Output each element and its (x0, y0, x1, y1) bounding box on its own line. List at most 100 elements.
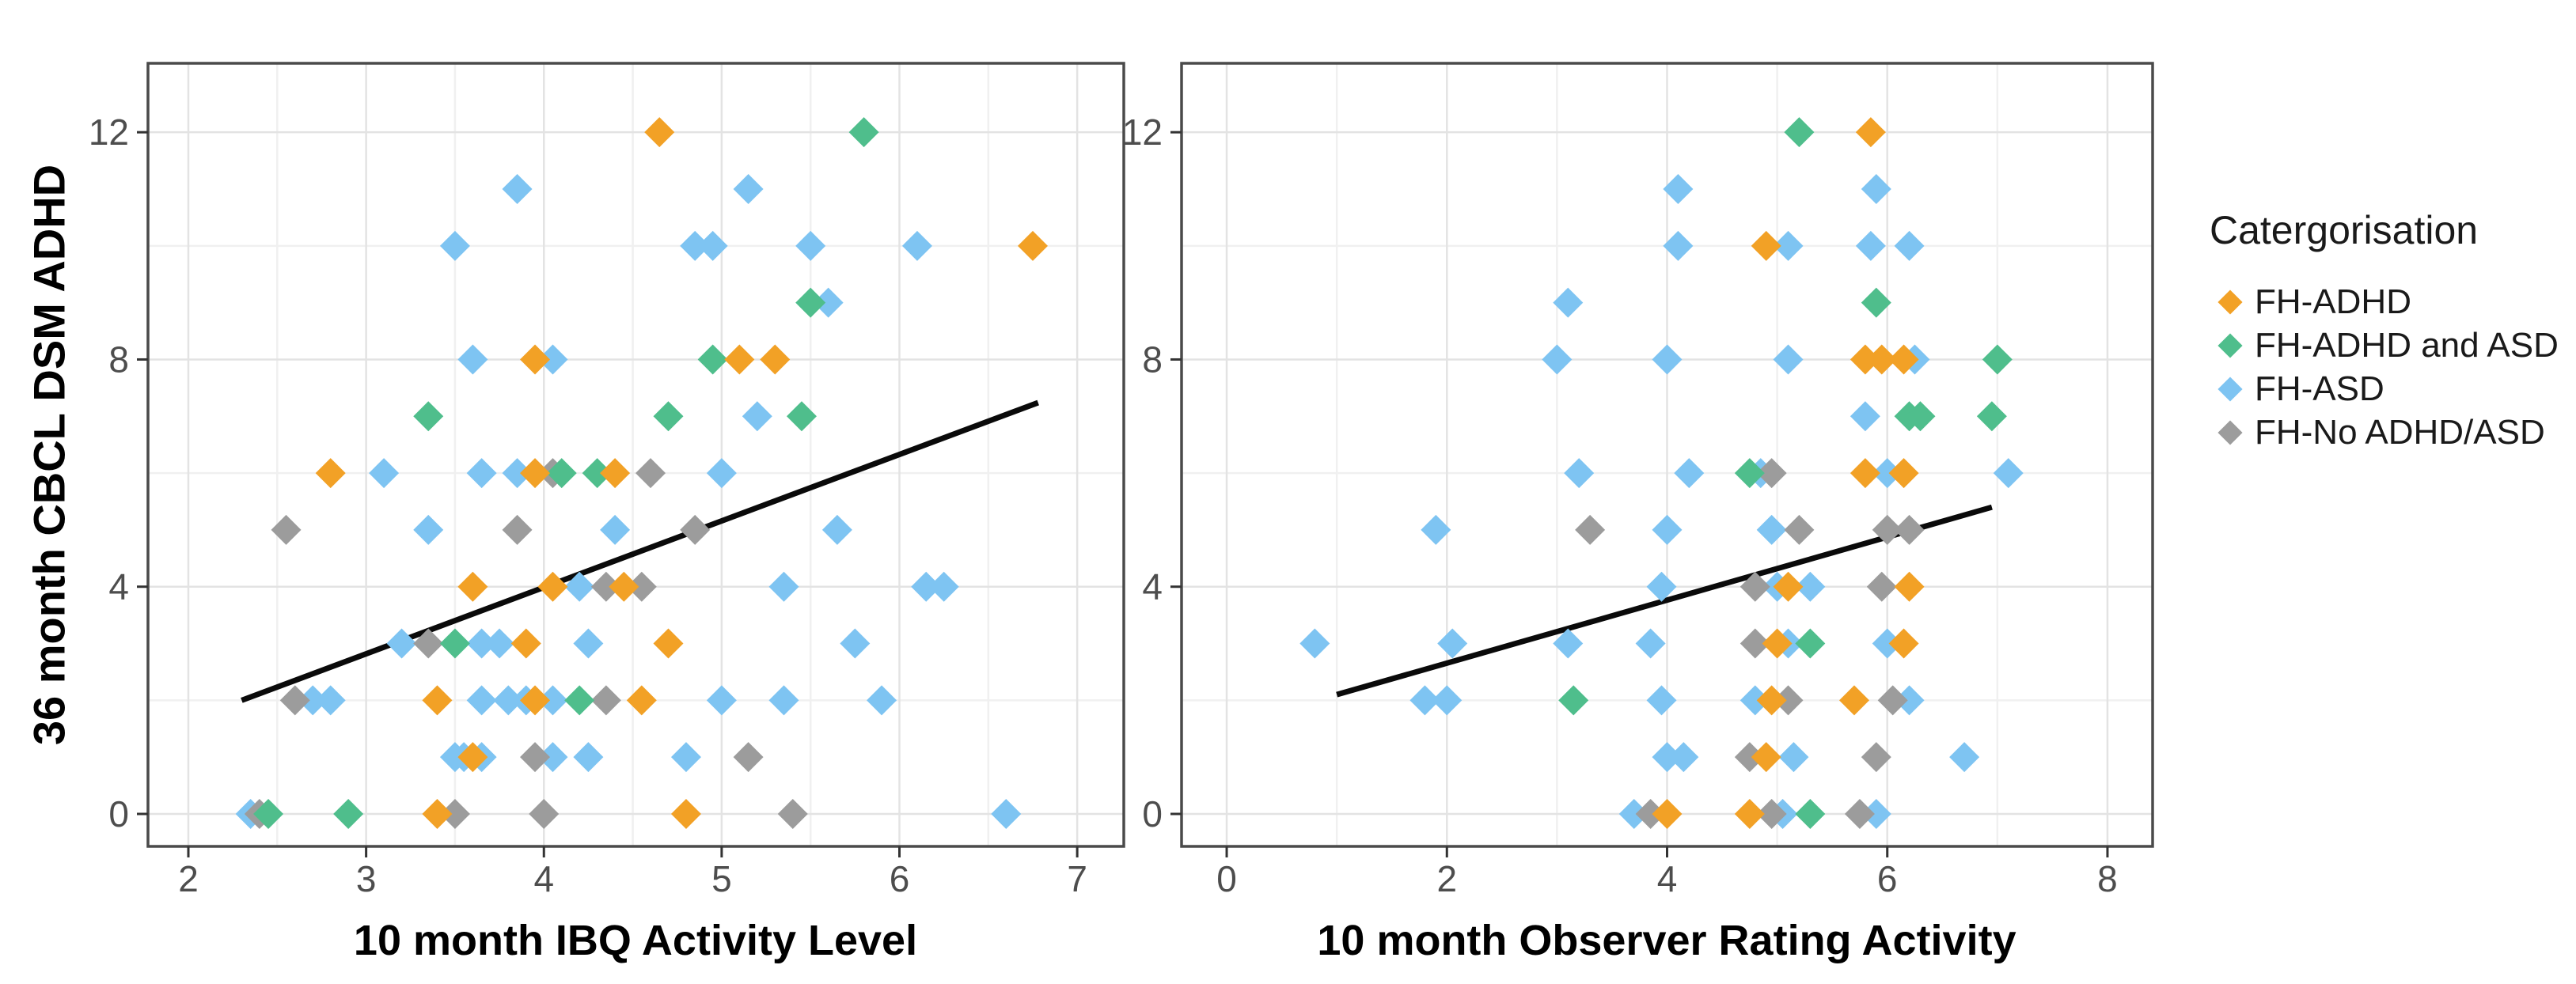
data-point (510, 628, 541, 659)
x-tick-label: 8 (2097, 858, 2118, 899)
data-point (1866, 344, 1897, 375)
legend-item-label: FH-ADHD (2255, 282, 2411, 321)
diamond-marker-icon (2217, 289, 2243, 315)
data-point (1849, 458, 1880, 489)
data-point (493, 685, 524, 716)
data-point (911, 571, 942, 602)
y-tick-label: 4 (1142, 566, 1163, 607)
legend: Catergorisation FH-ADHD FH-ADHD and ASD FH… (2210, 207, 2574, 454)
data-point (1866, 571, 1897, 602)
data-point (573, 742, 604, 773)
data-point (1784, 514, 1815, 545)
data-point (564, 685, 595, 716)
data-point (422, 685, 453, 716)
x-tick-label: 0 (1216, 858, 1237, 899)
data-point (1773, 344, 1804, 375)
legend-item-label: FH-No ADHD/ASD (2255, 412, 2545, 452)
data-point (422, 798, 453, 829)
y-tick-label: 8 (1142, 339, 1163, 380)
points-FH-ADHD and ASD (1558, 117, 2013, 829)
data-point (502, 514, 533, 545)
data-point (1855, 230, 1886, 261)
data-point (1888, 628, 1919, 659)
data-point (1751, 742, 1781, 773)
data-point (1982, 344, 2013, 375)
data-point (1299, 628, 1330, 659)
data-point (1773, 571, 1804, 602)
data-point (1017, 230, 1048, 261)
data-point (439, 230, 470, 261)
data-point (1762, 628, 1793, 659)
data-point (466, 628, 497, 659)
data-point (1888, 458, 1919, 489)
data-point (1894, 514, 1925, 545)
diamond-marker-icon (2217, 419, 2243, 445)
data-point (502, 174, 533, 205)
points-FH-ASD (235, 174, 1022, 829)
data-point (413, 514, 444, 545)
data-point (1872, 458, 1903, 489)
data-point (680, 230, 711, 261)
data-point (768, 571, 799, 602)
points-FH-ADHD (315, 117, 1048, 829)
data-point (333, 798, 364, 829)
data-point (1784, 117, 1815, 148)
data-point (821, 514, 852, 545)
data-point (1734, 742, 1765, 773)
data-point (1652, 344, 1683, 375)
data-point (1618, 798, 1649, 829)
data-point (1432, 685, 1463, 716)
y-tick-label: 4 (108, 566, 129, 607)
data-point (653, 401, 684, 432)
data-point (413, 401, 444, 432)
data-point (520, 685, 551, 716)
data-point (1564, 458, 1595, 489)
data-point (848, 117, 879, 148)
data-point (697, 344, 728, 375)
x-tick-label: 2 (178, 858, 199, 899)
x-tick-label: 4 (1657, 858, 1678, 899)
data-point (777, 798, 808, 829)
data-point (564, 571, 595, 602)
x-axis-title-left: 10 month IBQ Activity Level (353, 917, 918, 964)
data-point (537, 742, 568, 773)
data-point (537, 685, 568, 716)
data-point (457, 742, 488, 773)
data-point (1849, 401, 1880, 432)
data-point (1734, 798, 1765, 829)
x-tick-label: 4 (533, 858, 554, 899)
data-point (991, 798, 1022, 829)
data-point (253, 798, 284, 829)
legend-item-fh-no-adhd-asd: FH-No ADHD/ASD (2210, 411, 2574, 454)
data-point (1773, 685, 1804, 716)
data-point (315, 458, 346, 489)
data-point (1751, 230, 1781, 261)
data-point (1635, 628, 1666, 659)
data-point (1844, 798, 1875, 829)
legend-item-label: FH-ASD (2255, 369, 2384, 408)
data-point (1734, 458, 1765, 489)
data-point (600, 458, 631, 489)
legend-item-label: FH-ADHD and ASD (2255, 325, 2559, 365)
data-point (484, 628, 515, 659)
data-point (1888, 344, 1919, 375)
data-point (502, 458, 533, 489)
data-point (1668, 742, 1699, 773)
data-point (537, 571, 568, 602)
diamond-marker-icon (2217, 332, 2243, 358)
data-point (271, 514, 302, 545)
data-point (1861, 287, 1891, 318)
data-point (386, 628, 417, 659)
data-point (546, 458, 577, 489)
data-point (680, 514, 711, 545)
data-point (1646, 571, 1677, 602)
diamond-marker-icon (2217, 376, 2243, 402)
data-point (573, 628, 604, 659)
x-tick-label: 6 (1877, 858, 1898, 899)
legend-items: FH-ADHD FH-ADHD and ASD FH-ASD FH-No ADHD/A… (2210, 280, 2574, 454)
data-point (786, 401, 817, 432)
data-point (1861, 174, 1891, 205)
panel-left: 2 3 4 5 6 7 0 4 8 12 (89, 62, 1125, 899)
data-point (1635, 798, 1666, 829)
